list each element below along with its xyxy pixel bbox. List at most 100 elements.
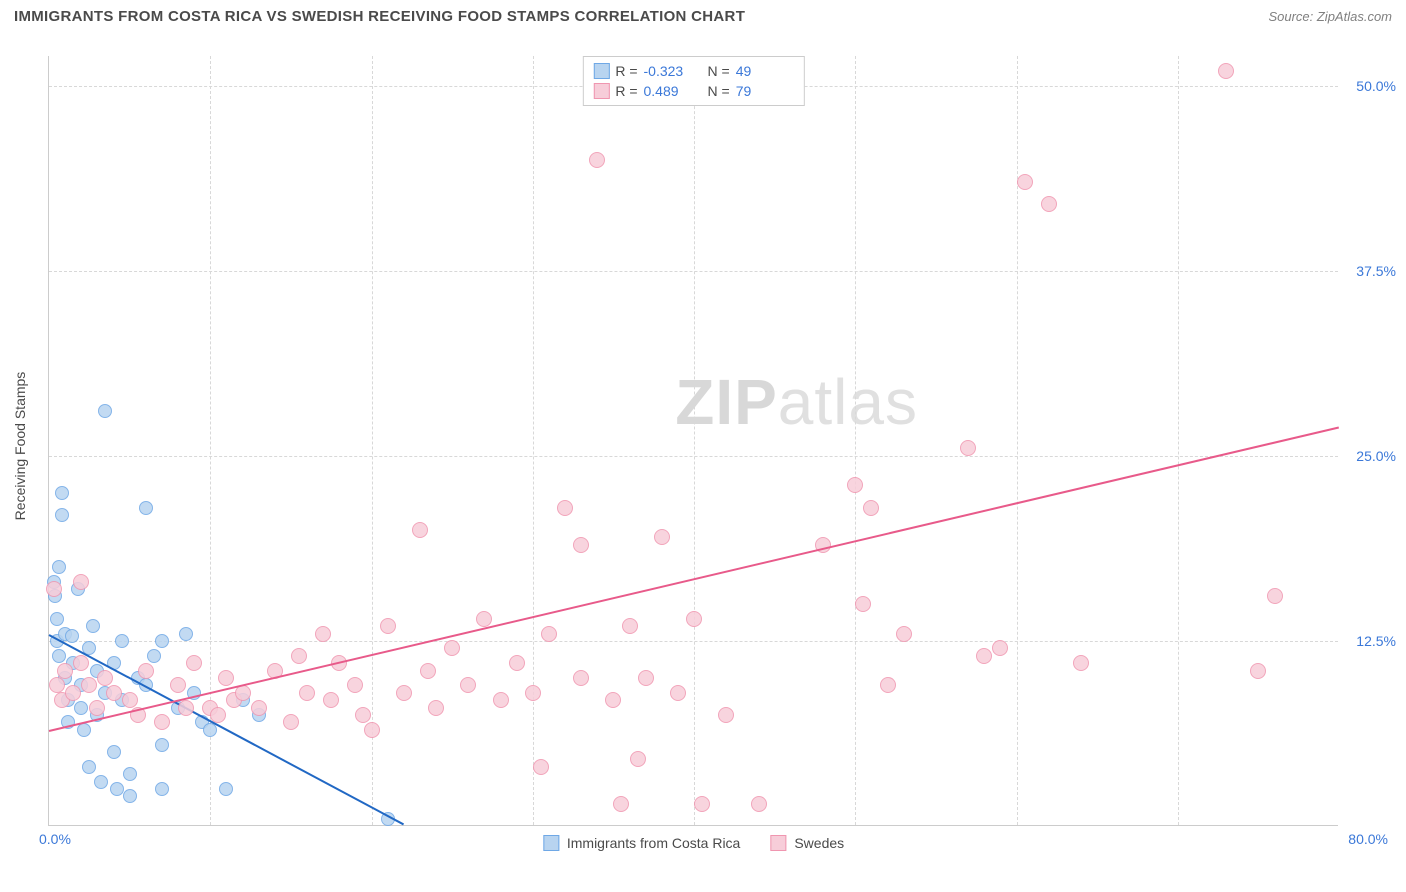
x-tick-min: 0.0%	[39, 831, 71, 847]
data-point	[46, 581, 62, 597]
data-point	[50, 612, 64, 626]
data-point	[1267, 588, 1283, 604]
data-point	[49, 677, 65, 693]
gridline	[1017, 56, 1018, 825]
data-point	[82, 760, 96, 774]
data-point	[992, 640, 1008, 656]
data-point	[65, 629, 79, 643]
legend-item-costa-rica: Immigrants from Costa Rica	[543, 835, 740, 851]
data-point	[420, 663, 436, 679]
data-point	[630, 751, 646, 767]
data-point	[179, 627, 193, 641]
data-point	[74, 701, 88, 715]
data-point	[444, 640, 460, 656]
data-point	[428, 700, 444, 716]
data-point	[52, 649, 66, 663]
data-point	[107, 745, 121, 759]
gridline	[533, 56, 534, 825]
legend-row-swedes: R = 0.489 N = 79	[593, 81, 793, 101]
data-point	[81, 677, 97, 693]
data-point	[1017, 174, 1033, 190]
data-point	[315, 626, 331, 642]
data-point	[178, 700, 194, 716]
data-point	[1073, 655, 1089, 671]
legend-row-costa-rica: R = -0.323 N = 49	[593, 61, 793, 81]
data-point	[380, 618, 396, 634]
data-point	[218, 670, 234, 686]
data-point	[89, 700, 105, 716]
data-point	[1041, 196, 1057, 212]
data-point	[573, 537, 589, 553]
data-point	[106, 685, 122, 701]
data-point	[323, 692, 339, 708]
data-point	[638, 670, 654, 686]
watermark: ZIPatlas	[675, 365, 918, 439]
data-point	[460, 677, 476, 693]
gridline	[1178, 56, 1179, 825]
data-point	[283, 714, 299, 730]
data-point	[122, 692, 138, 708]
data-point	[147, 649, 161, 663]
data-point	[110, 782, 124, 796]
data-point	[115, 634, 129, 648]
data-point	[533, 759, 549, 775]
x-tick-max: 80.0%	[1348, 831, 1388, 847]
data-point	[476, 611, 492, 627]
data-point	[751, 796, 767, 812]
legend-item-swedes: Swedes	[770, 835, 844, 851]
data-point	[509, 655, 525, 671]
data-point	[347, 677, 363, 693]
data-point	[355, 707, 371, 723]
source-attribution: Source: ZipAtlas.com	[1268, 9, 1392, 24]
y-axis-label: Receiving Food Stamps	[12, 372, 28, 521]
data-point	[97, 670, 113, 686]
data-point	[976, 648, 992, 664]
data-point	[55, 486, 69, 500]
y-tick-label: 37.5%	[1356, 263, 1396, 279]
legend-swatch-costa-rica	[593, 63, 609, 79]
gridline	[694, 56, 695, 825]
data-point	[896, 626, 912, 642]
data-point	[622, 618, 638, 634]
data-point	[364, 722, 380, 738]
data-point	[493, 692, 509, 708]
data-point	[98, 404, 112, 418]
data-point	[55, 508, 69, 522]
data-point	[396, 685, 412, 701]
data-point	[138, 663, 154, 679]
gridline	[372, 56, 373, 825]
chart-title: IMMIGRANTS FROM COSTA RICA VS SWEDISH RE…	[14, 8, 745, 25]
data-point	[654, 529, 670, 545]
data-point	[686, 611, 702, 627]
data-point	[170, 677, 186, 693]
data-point	[605, 692, 621, 708]
data-point	[670, 685, 686, 701]
data-point	[694, 796, 710, 812]
data-point	[186, 655, 202, 671]
gridline	[855, 56, 856, 825]
y-tick-label: 25.0%	[1356, 448, 1396, 464]
data-point	[291, 648, 307, 664]
data-point	[77, 723, 91, 737]
data-point	[613, 796, 629, 812]
data-point	[412, 522, 428, 538]
data-point	[847, 477, 863, 493]
data-point	[863, 500, 879, 516]
data-point	[299, 685, 315, 701]
data-point	[589, 152, 605, 168]
data-point	[960, 440, 976, 456]
correlation-legend: R = -0.323 N = 49 R = 0.489 N = 79	[582, 56, 804, 106]
data-point	[155, 738, 169, 752]
legend-swatch-costa-rica-bottom	[543, 835, 559, 851]
data-point	[57, 663, 73, 679]
data-point	[155, 634, 169, 648]
y-tick-label: 50.0%	[1356, 78, 1396, 94]
data-point	[139, 501, 153, 515]
data-point	[154, 714, 170, 730]
data-point	[73, 655, 89, 671]
data-point	[219, 782, 233, 796]
data-point	[573, 670, 589, 686]
data-point	[880, 677, 896, 693]
data-point	[718, 707, 734, 723]
data-point	[52, 560, 66, 574]
